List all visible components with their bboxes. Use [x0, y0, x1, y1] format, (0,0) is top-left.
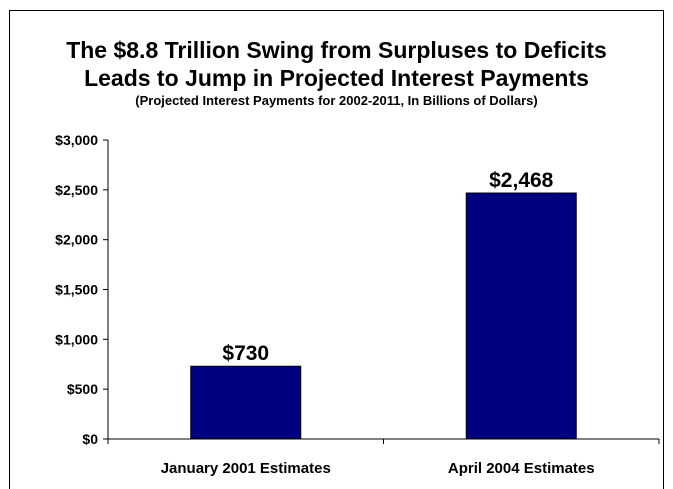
bar-value-label: $2,468: [489, 169, 554, 192]
chart-title-line2: Leads to Jump in Projected Interest Paym…: [84, 65, 589, 91]
x-tick-label: January 2001 Estimates: [161, 460, 331, 477]
y-tick-label: $1,000: [55, 331, 98, 347]
y-tick-label: $500: [67, 381, 98, 397]
y-tick-label: $2,500: [55, 182, 98, 198]
y-tick-label: $0: [82, 431, 98, 447]
bar: [190, 365, 302, 440]
chart-title: The $8.8 Trillion Swing from Surpluses t…: [66, 37, 607, 63]
chart-subtitle: (Projected Interest Payments for 2002-20…: [135, 93, 538, 108]
y-tick-label: $2,000: [55, 232, 98, 248]
y-tick-label: $3,000: [55, 132, 98, 148]
bar-value-label: $730: [222, 342, 269, 365]
x-tick-label: April 2004 Estimates: [448, 460, 595, 477]
bar: [465, 192, 577, 440]
y-tick-label: $1,500: [55, 282, 98, 298]
